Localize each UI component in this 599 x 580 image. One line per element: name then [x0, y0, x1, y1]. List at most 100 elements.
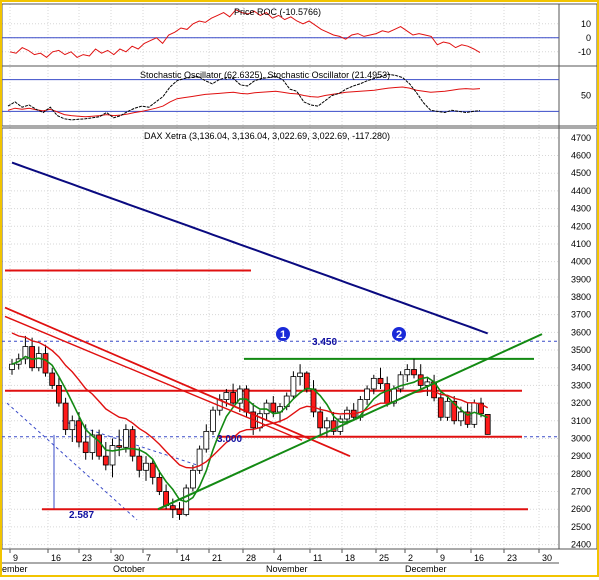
candle-body	[404, 369, 411, 376]
candle-body	[149, 462, 156, 478]
candle-body	[464, 411, 471, 425]
dax-title: DAX Xetra (3,136.04, 3,136.04, 3,022.69,…	[144, 131, 390, 141]
month-label-november: November	[266, 564, 308, 574]
xtick-label-9: 11	[313, 553, 322, 563]
candle	[156, 470, 163, 496]
price-tick-4200: 4200	[571, 221, 591, 231]
price-tick-4600: 4600	[571, 151, 591, 161]
candle-body	[437, 397, 444, 418]
candle-body	[82, 441, 89, 454]
candle-body	[163, 491, 170, 507]
candle-body	[484, 414, 491, 435]
candle-body	[156, 476, 163, 492]
candle	[136, 447, 143, 478]
candle-body	[303, 372, 310, 390]
price-tick-3300: 3300	[571, 380, 591, 390]
candle	[364, 385, 371, 405]
level-label-2587: 2.587	[69, 510, 94, 521]
candle	[196, 445, 203, 474]
candle	[411, 358, 417, 379]
stoch-line-2	[7, 73, 481, 121]
roc-line	[9, 9, 481, 59]
candle-body	[451, 400, 458, 422]
stoch-line-1	[7, 86, 481, 118]
candle	[102, 442, 109, 471]
xtick-label-14: 16	[474, 553, 484, 563]
candle	[397, 371, 404, 393]
month-label-october: October	[113, 564, 145, 574]
xtick-label-7: 28	[246, 553, 256, 563]
candle-body	[364, 388, 371, 400]
price-tick-4000: 4000	[571, 257, 591, 267]
ma-blue-line	[11, 161, 489, 335]
candle	[129, 426, 136, 462]
uptrend-line	[157, 333, 543, 511]
candle-body	[290, 376, 297, 397]
candle-body	[76, 420, 82, 443]
candle-body	[42, 353, 49, 374]
candle-body	[236, 388, 243, 404]
candle	[290, 371, 297, 400]
candle-body	[96, 434, 102, 457]
candle	[203, 424, 210, 453]
price-tick-3900: 3900	[571, 274, 591, 284]
stoch-tick-50: 50	[581, 91, 591, 101]
candle-body	[344, 409, 350, 420]
peak-marker-1	[276, 327, 290, 341]
candle-body	[49, 372, 56, 386]
xtick-label-6: 21	[212, 553, 222, 563]
candle-body	[69, 420, 76, 431]
price-tick-4500: 4500	[571, 168, 591, 178]
candle	[149, 459, 156, 485]
price-tick-3400: 3400	[571, 363, 591, 373]
candle-body	[323, 420, 330, 429]
candle	[297, 364, 304, 386]
candle-body	[109, 445, 116, 466]
candle-body	[143, 462, 149, 471]
candle	[484, 414, 491, 435]
price-tick-3700: 3700	[571, 310, 591, 320]
candle-body	[129, 429, 136, 457]
candle-body	[230, 392, 237, 404]
candle-body	[270, 402, 277, 413]
candle	[176, 502, 183, 520]
candle	[22, 335, 29, 365]
stochastic-title: Stochastic Oscillator (62.6325), Stochas…	[140, 70, 390, 80]
month-label-september: ember	[2, 564, 28, 574]
xtick-label-1: 16	[51, 553, 61, 563]
peak-marker-2-label: 2	[396, 329, 402, 341]
level-label-3450: 3.450	[312, 337, 337, 348]
price-tick-3200: 3200	[571, 398, 591, 408]
candle	[451, 396, 458, 425]
price-tick-4300: 4300	[571, 204, 591, 214]
candle-body	[35, 353, 42, 369]
candle	[189, 465, 196, 492]
candle	[317, 406, 324, 435]
xtick-label-16: 30	[542, 553, 552, 563]
candle-body	[377, 377, 384, 385]
candle-body	[457, 411, 464, 422]
xtick-label-13: 9	[440, 553, 445, 563]
price-tick-4700: 4700	[571, 133, 591, 143]
xtick-label-5: 14	[180, 553, 190, 563]
candle	[116, 429, 123, 457]
roc-tick--10: -10	[578, 47, 591, 57]
candle	[62, 397, 69, 435]
candle-body	[9, 363, 15, 370]
peak-marker-2	[392, 327, 406, 341]
candle	[230, 383, 237, 407]
candle	[437, 392, 444, 421]
price-tick-4100: 4100	[571, 239, 591, 249]
candle-body	[136, 455, 143, 471]
candle	[210, 406, 216, 435]
candle-body	[102, 455, 109, 466]
candle-body	[411, 369, 417, 376]
xtick-label-4: 7	[146, 553, 151, 563]
price-tick-2700: 2700	[571, 487, 591, 497]
candle	[323, 417, 330, 437]
xtick-label-3: 30	[114, 553, 124, 563]
candle-body	[203, 430, 210, 450]
price-tick-3000: 3000	[571, 433, 591, 443]
xtick-label-15: 23	[507, 553, 517, 563]
candle-body	[189, 469, 196, 489]
